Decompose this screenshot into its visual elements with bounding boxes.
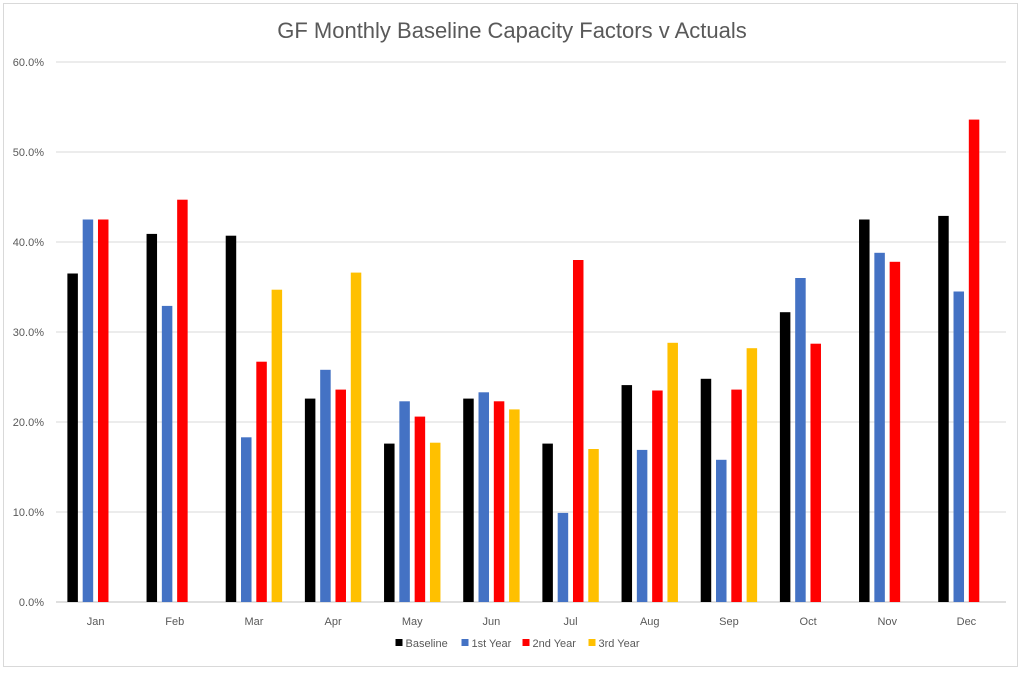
bar-1st-year-feb	[161, 305, 173, 602]
legend-item-baseline: Baseline	[395, 638, 448, 650]
y-tick-label: 0.0%	[19, 597, 44, 609]
bar-3rd-year-may	[429, 442, 441, 602]
x-tick-label: Oct	[800, 616, 817, 628]
bar-baseline-jan	[67, 273, 78, 602]
x-tick-label: Aug	[640, 616, 660, 628]
bar-1st-year-sep	[716, 459, 727, 602]
bar-2nd-year-jun	[493, 401, 505, 602]
y-axis-ticks: 0.0% 10.0% 20.0% 30.0% 40.0% 50.0% 60.0%	[13, 57, 44, 609]
legend-label: 1st Year	[472, 638, 512, 650]
bar-baseline-jun	[463, 398, 474, 602]
bar-3rd-year-sep	[746, 348, 758, 602]
bar-2nd-year-jan	[97, 219, 109, 602]
legend-item-3rd-year: 3rd Year	[588, 638, 640, 650]
chart-frame: GF Monthly Baseline Capacity Factors v A…	[3, 3, 1018, 667]
bar-2nd-year-mar	[256, 361, 267, 602]
bar-2nd-year-apr	[335, 389, 346, 602]
bar-3rd-year-aug	[667, 342, 678, 602]
y-tick-label: 60.0%	[13, 57, 44, 69]
y-tick-label: 10.0%	[13, 507, 44, 519]
legend-swatch	[395, 639, 403, 646]
x-tick-label: Nov	[877, 616, 897, 628]
bar-1st-year-oct	[795, 278, 806, 602]
bar-2nd-year-nov	[889, 261, 901, 602]
bar-2nd-year-may	[414, 416, 426, 602]
bar-1st-year-nov	[874, 252, 885, 603]
bar-3rd-year-jul	[588, 449, 599, 602]
x-tick-label: Dec	[957, 616, 977, 628]
bar-baseline-mar	[225, 235, 237, 602]
bar-chart: GF Monthly Baseline Capacity Factors v A…	[13, 18, 1006, 650]
legend-label: 3rd Year	[599, 638, 640, 650]
bar-baseline-sep	[700, 378, 712, 602]
bar-2nd-year-jul	[572, 260, 584, 602]
x-tick-label: Jan	[87, 616, 105, 628]
x-tick-label: Jun	[483, 616, 501, 628]
bar-baseline-may	[384, 443, 395, 602]
gridlines	[56, 61, 1006, 603]
bar-1st-year-aug	[636, 449, 648, 602]
x-axis-ticks: Jan Feb Mar Apr May Jun Jul Aug Sep Oct Nov Dec	[87, 616, 977, 628]
bar-baseline-nov	[859, 219, 870, 602]
x-tick-label: Apr	[325, 616, 342, 628]
bar-baseline-dec	[938, 215, 949, 602]
bar-1st-year-jan	[82, 219, 94, 602]
bar-2nd-year-aug	[652, 390, 663, 602]
bar-2nd-year-sep	[731, 389, 742, 602]
bar-2nd-year-feb	[177, 199, 188, 602]
y-tick-label: 20.0%	[13, 417, 44, 429]
bar-baseline-aug	[621, 385, 633, 602]
chart-title: GF Monthly Baseline Capacity Factors v A…	[277, 18, 747, 43]
x-tick-label: Feb	[165, 616, 184, 628]
bar-baseline-oct	[779, 312, 791, 602]
y-tick-label: 50.0%	[13, 147, 44, 159]
bar-3rd-year-mar	[271, 289, 283, 602]
bar-baseline-apr	[304, 398, 316, 602]
bar-1st-year-jun	[478, 392, 490, 602]
bar-baseline-jul	[542, 443, 553, 602]
bar-2nd-year-dec	[968, 119, 980, 602]
legend-label: Baseline	[406, 638, 448, 650]
x-tick-label: Sep	[719, 616, 739, 628]
bar-1st-year-may	[399, 401, 410, 602]
bar-baseline-feb	[146, 233, 158, 602]
y-tick-label: 30.0%	[13, 327, 44, 339]
bar-1st-year-jul	[557, 512, 569, 602]
legend-swatch	[461, 639, 469, 646]
legend: Baseline 1st Year 2nd Year 3rd Year	[395, 638, 640, 650]
legend-item-1st-year: 1st Year	[461, 638, 512, 650]
bar-3rd-year-apr	[350, 272, 362, 602]
bars	[67, 119, 980, 603]
legend-swatch	[522, 639, 530, 646]
bar-1st-year-mar	[241, 437, 252, 602]
bar-1st-year-apr	[320, 369, 331, 602]
x-tick-label: Mar	[244, 616, 263, 628]
y-tick-label: 40.0%	[13, 237, 44, 249]
legend-label: 2nd Year	[533, 638, 577, 650]
bar-3rd-year-jun	[509, 409, 520, 602]
x-tick-label: Jul	[564, 616, 578, 628]
x-tick-label: May	[402, 616, 423, 628]
legend-swatch	[588, 639, 596, 646]
bar-2nd-year-oct	[810, 343, 821, 602]
legend-item-2nd-year: 2nd Year	[522, 638, 577, 650]
bar-1st-year-dec	[953, 291, 965, 602]
